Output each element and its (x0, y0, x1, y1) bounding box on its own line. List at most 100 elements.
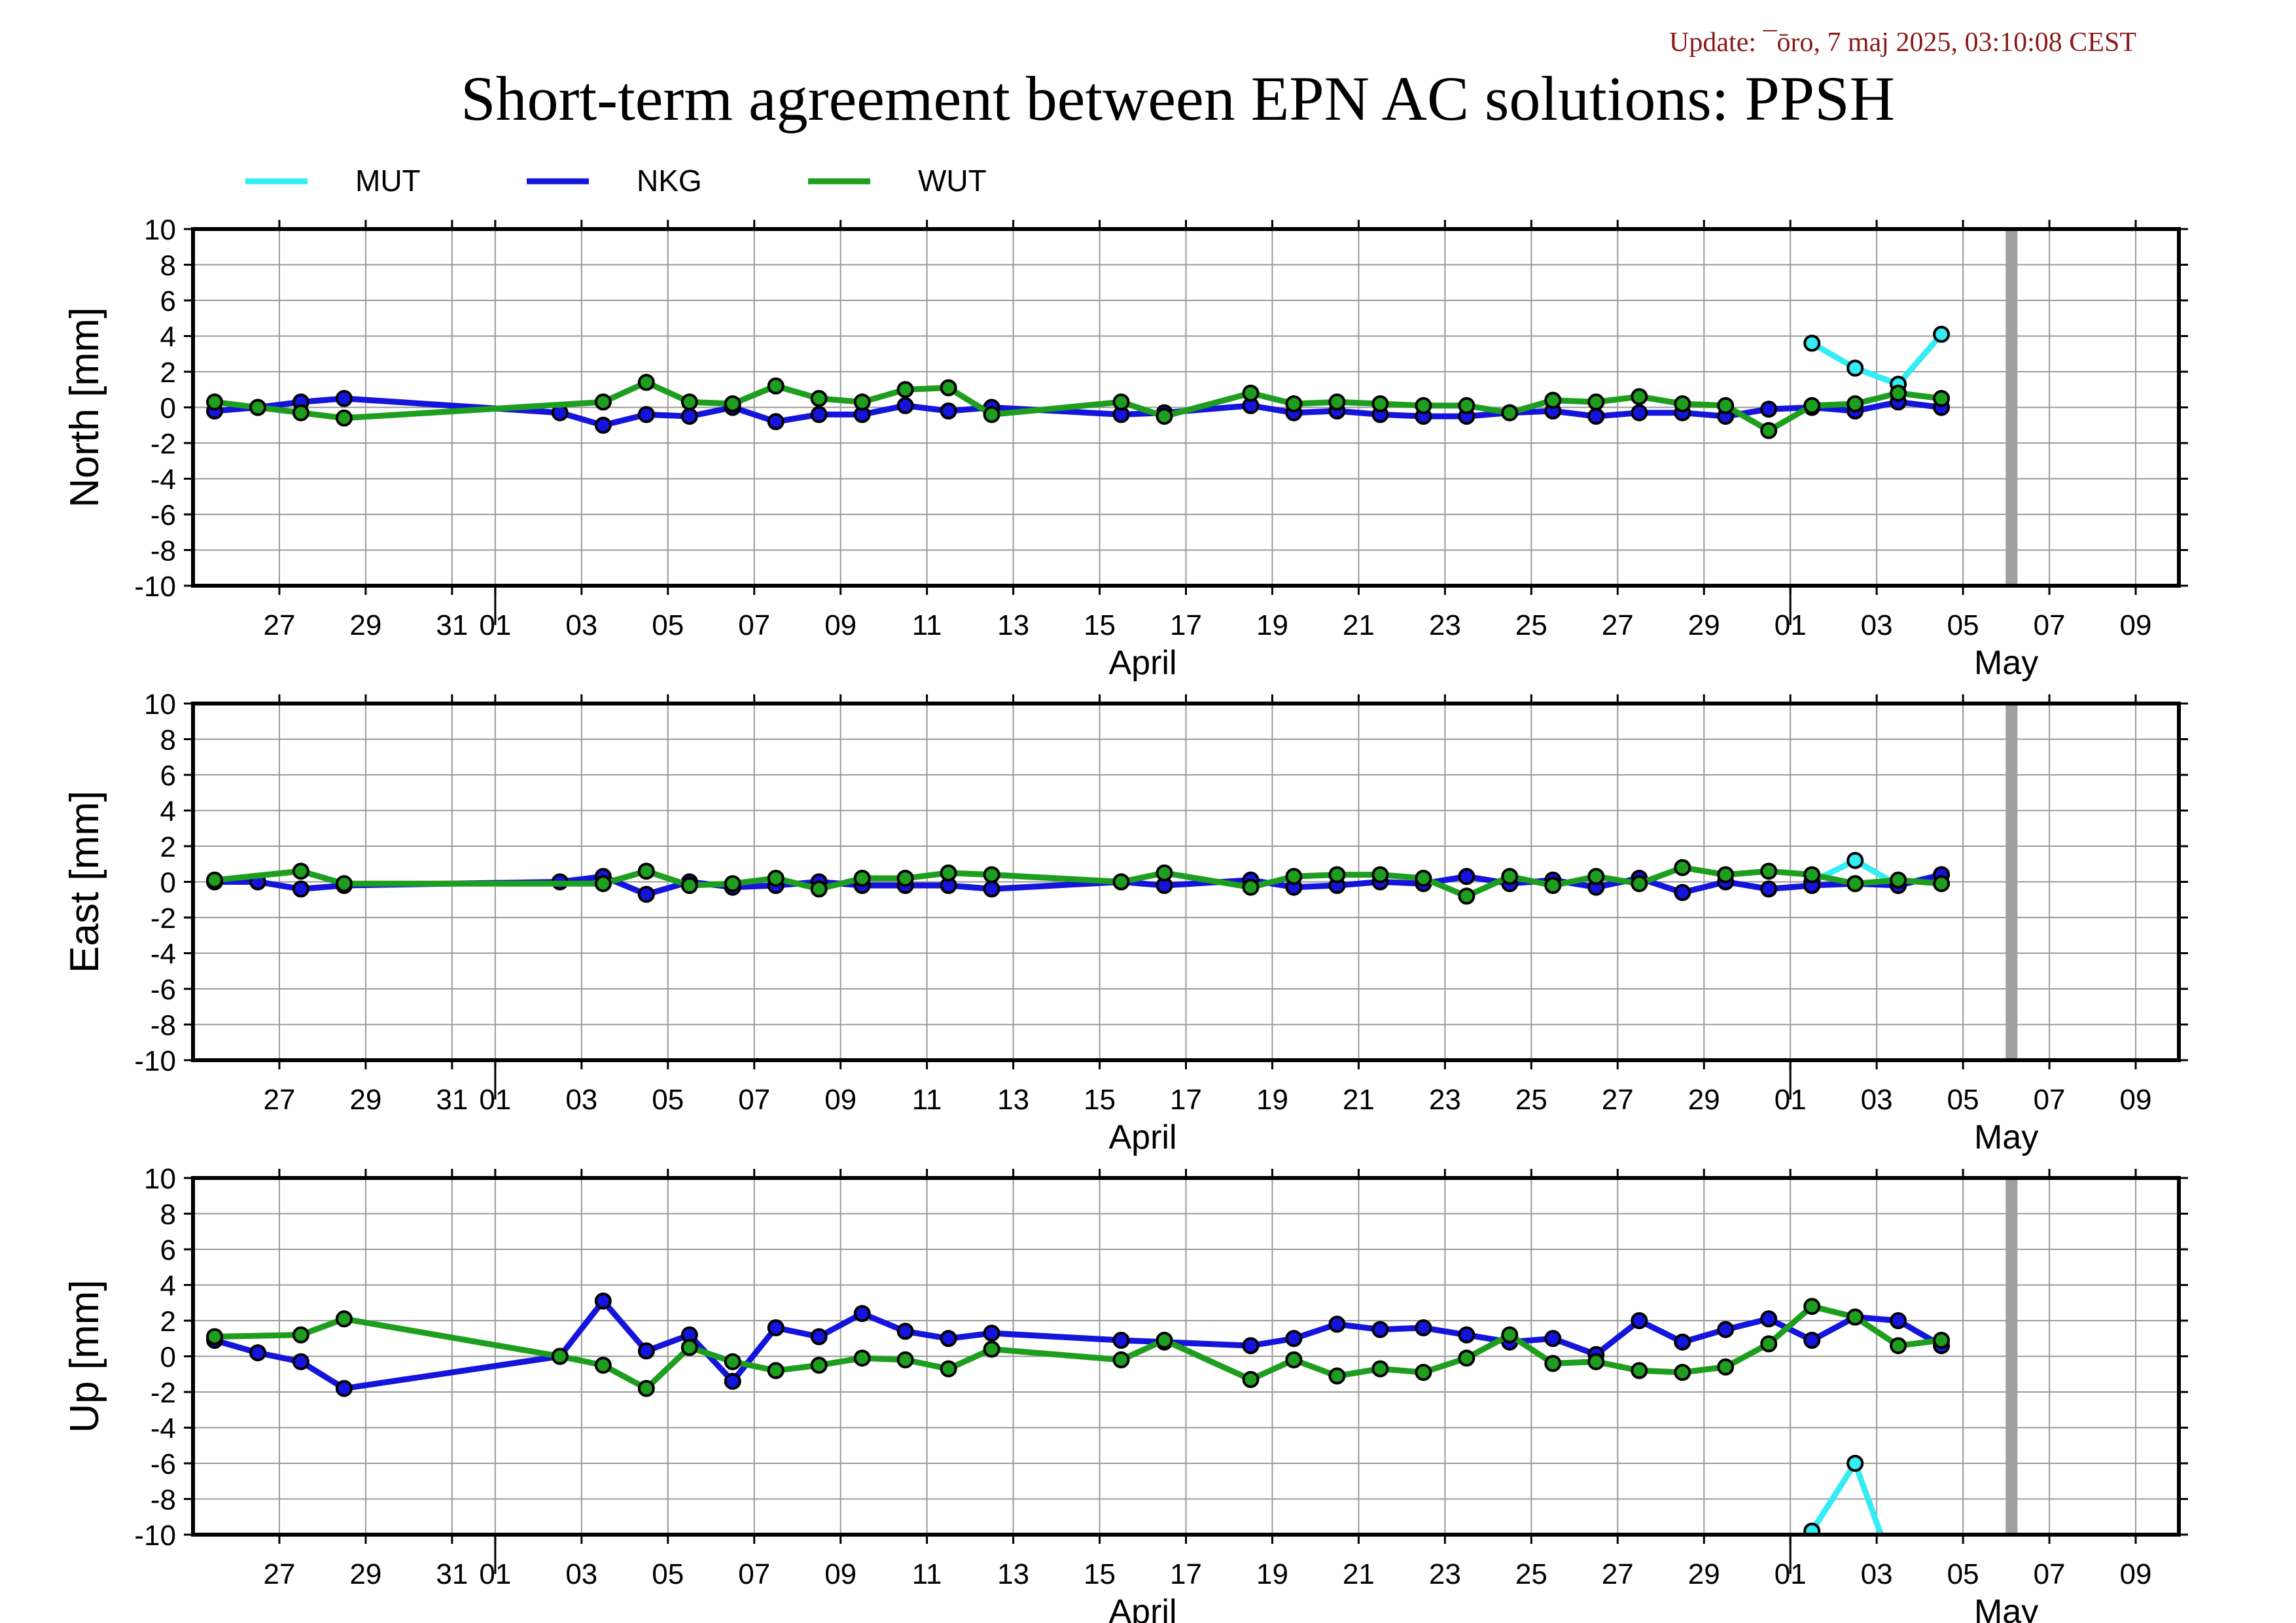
series-group (206, 325, 1951, 439)
x-tick-label: 07 (738, 609, 770, 641)
month-label: May (1974, 1593, 2038, 1623)
data-point-nkg (940, 402, 957, 419)
x-tick-label: 15 (1084, 609, 1116, 641)
x-tick-label: 03 (565, 1558, 597, 1590)
x-tick-label: 05 (652, 1558, 684, 1590)
y-tick-label: -6 (150, 1448, 176, 1480)
x-tick-label: 09 (2120, 609, 2152, 641)
data-point-wut (1717, 866, 1735, 883)
data-point-wut (1890, 1337, 1907, 1355)
data-point-wut (853, 393, 871, 411)
chart-title: Short-term agreement between EPN AC solu… (461, 63, 1895, 134)
x-tick-label: 23 (1429, 1558, 1461, 1590)
legend-label-wut: WUT (918, 164, 987, 198)
data-point-wut (810, 389, 828, 407)
data-point-wut (1544, 391, 1562, 409)
data-point-wut (1371, 1360, 1389, 1378)
x-tick-label: 13 (997, 1558, 1029, 1590)
update-stamp: Update: ¯ōro, 7 maj 2025, 03:10:08 CEST (1669, 27, 2136, 58)
data-point-wut (206, 393, 223, 411)
data-point-nkg (896, 1323, 914, 1340)
y-axis-label: Up [mm] (62, 1279, 107, 1433)
data-point-wut (551, 1347, 569, 1365)
x-tick-label: 01 (1775, 609, 1807, 641)
data-point-wut (292, 1326, 309, 1344)
data-point-wut (940, 1360, 957, 1378)
y-tick-label: 10 (144, 688, 176, 721)
data-point-wut (1846, 1308, 1864, 1326)
x-tick-label: 03 (1861, 609, 1893, 641)
data-point-wut (940, 379, 957, 397)
y-tick-label: 2 (160, 831, 176, 863)
data-point-wut (206, 871, 223, 889)
x-tick-label: 07 (2034, 1558, 2066, 1590)
data-point-wut (1112, 1351, 1130, 1368)
data-point-nkg (940, 1330, 957, 1347)
data-point-wut (896, 870, 914, 887)
data-point-nkg (1328, 1315, 1346, 1333)
data-point-wut (680, 1338, 698, 1356)
data-point-wut (637, 863, 655, 880)
x-tick-label: 29 (349, 609, 381, 641)
data-point-wut (1156, 864, 1173, 882)
data-point-nkg (1674, 1333, 1691, 1351)
x-tick-label: 19 (1256, 1084, 1288, 1116)
data-point-wut (637, 374, 655, 391)
y-tick-label: 6 (160, 1234, 176, 1266)
data-point-nkg (1285, 1330, 1303, 1347)
data-point-wut (1415, 870, 1432, 887)
series-line-nkg (213, 1298, 1943, 1392)
x-tick-label: 15 (1084, 1084, 1116, 1116)
legend-label-mut: MUT (355, 164, 421, 198)
month-label: April (1109, 1593, 1177, 1623)
data-point-wut (1803, 397, 1821, 414)
x-tick-label: 25 (1515, 609, 1547, 641)
y-tick-label: 2 (160, 1306, 176, 1338)
x-tick-label: 05 (652, 609, 684, 641)
data-point-nkg (810, 1328, 828, 1346)
data-point-wut (1501, 868, 1519, 885)
x-tick-label: 17 (1170, 609, 1202, 641)
x-tick-label: 09 (2120, 1084, 2152, 1116)
y-tick-label: 0 (160, 1342, 176, 1374)
data-point-nkg (1760, 1310, 1778, 1328)
x-tick-label: 11 (912, 1084, 942, 1116)
data-point-nkg (1803, 1332, 1821, 1349)
data-point-nkg (983, 1325, 1000, 1342)
data-point-nkg (810, 406, 828, 423)
series-line-nkg (214, 395, 1942, 429)
x-tick-label: 27 (263, 1084, 295, 1116)
x-tick-label: 25 (1515, 1084, 1547, 1116)
data-point-wut (335, 875, 353, 893)
data-point-wut (335, 409, 353, 427)
y-tick-label: -6 (150, 974, 176, 1006)
x-tick-label: 21 (1343, 1084, 1375, 1116)
x-tick-label: 05 (652, 1084, 684, 1116)
data-point-nkg (1717, 1321, 1735, 1338)
y-tick-label: -8 (150, 1010, 176, 1042)
data-point-nkg (680, 408, 698, 425)
y-tick-label: 4 (160, 796, 176, 828)
data-point-wut (1846, 395, 1864, 412)
data-point-nkg (335, 1380, 353, 1397)
month-label: May (1974, 1118, 2038, 1156)
data-point-nkg (1890, 1312, 1907, 1329)
data-point-wut (1501, 404, 1519, 421)
y-tick-label: 6 (160, 285, 176, 317)
data-point-wut (1285, 868, 1303, 885)
data-point-nkg (637, 885, 655, 903)
data-point-mut (1846, 1455, 1864, 1472)
data-point-wut (594, 1357, 612, 1374)
data-point-wut (1112, 873, 1130, 891)
data-point-wut (853, 870, 871, 887)
data-point-wut (1285, 1351, 1303, 1368)
y-tick-label: 8 (160, 724, 176, 757)
x-tick-label: 27 (263, 1558, 295, 1590)
data-point-wut (1760, 1335, 1778, 1353)
panel-frame (191, 1176, 2181, 1537)
data-point-wut (637, 1380, 655, 1397)
x-tick-label: 27 (263, 609, 295, 641)
x-tick-label: 13 (997, 609, 1029, 641)
